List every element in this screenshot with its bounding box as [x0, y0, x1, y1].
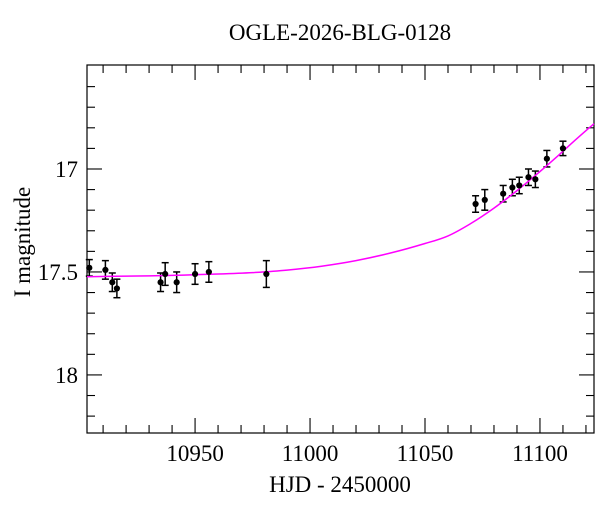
data-points-layer — [86, 145, 567, 292]
data-point — [102, 266, 109, 274]
data-point — [173, 279, 180, 286]
plot-border — [86, 64, 595, 434]
plot-frame — [86, 64, 595, 434]
data-point — [481, 196, 488, 203]
data-point — [516, 182, 523, 189]
data-point — [86, 264, 93, 271]
x-axis-label: HJD - 2450000 — [269, 472, 411, 497]
model-curve-layer — [86, 123, 595, 278]
x-tick-label: 10950 — [166, 441, 224, 466]
y-tick-label: 17 — [55, 157, 78, 182]
data-point — [157, 279, 164, 286]
data-point — [559, 145, 567, 152]
data-point — [109, 279, 116, 286]
data-point — [525, 174, 532, 181]
data-point — [113, 285, 120, 292]
x-tick-label: 11000 — [282, 441, 339, 466]
axis-ticks — [87, 65, 594, 433]
y-tick-label: 17.5 — [38, 260, 78, 285]
data-point — [263, 270, 270, 278]
x-tick-label: 11100 — [512, 441, 568, 466]
x-tick-labels: 10950 11000 11050 11100 — [166, 441, 568, 466]
y-tick-label: 18 — [55, 363, 78, 388]
data-point — [205, 268, 212, 276]
y-tick-labels: 17 17.5 18 — [38, 157, 78, 388]
model-curve — [86, 123, 595, 278]
data-point — [472, 200, 479, 208]
data-point — [509, 184, 516, 191]
chart-title: OGLE-2026-BLG-0128 — [229, 20, 451, 45]
data-point — [543, 155, 550, 162]
data-point — [191, 270, 199, 278]
data-point — [500, 190, 507, 197]
y-axis-label: I magnitude — [10, 187, 35, 298]
data-point — [532, 176, 539, 183]
data-point — [162, 270, 169, 278]
x-tick-label: 11050 — [397, 441, 454, 466]
error-bars — [85, 140, 567, 299]
